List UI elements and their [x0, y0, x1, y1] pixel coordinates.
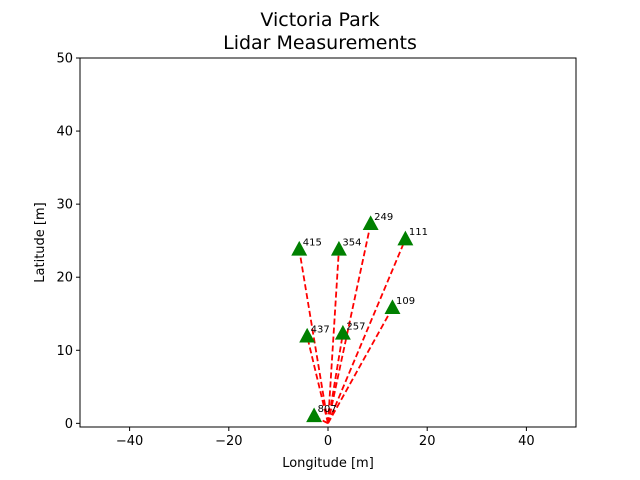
data-label-437: 437 — [311, 324, 330, 335]
data-label-415: 415 — [303, 237, 322, 248]
ray-415 — [298, 249, 329, 424]
y-axis-ticks: 0 10 20 30 40 50 — [56, 52, 80, 432]
y-axis-label: Latitude [m] — [33, 202, 48, 282]
x-tick-label: −20 — [215, 434, 242, 449]
ray-437 — [306, 336, 329, 424]
plot-area: 415 354 249 111 109 437 257 807 — [291, 212, 428, 425]
y-tick-label: 40 — [56, 125, 73, 140]
marker-415 — [291, 240, 308, 256]
data-label-354: 354 — [342, 237, 361, 248]
x-tick-label: 0 — [324, 434, 332, 449]
x-axis-ticks: −40 −20 0 20 40 — [116, 427, 535, 449]
ray-354 — [327, 249, 340, 424]
y-tick-label: 30 — [56, 198, 73, 213]
marker-354 — [330, 240, 347, 256]
data-label-807: 807 — [318, 404, 337, 415]
marker-111 — [397, 230, 414, 246]
data-label-257: 257 — [346, 321, 365, 332]
x-tick-label: 40 — [518, 434, 535, 449]
x-tick-label: 20 — [419, 434, 436, 449]
chart-title-line-1: Victoria Park — [260, 9, 379, 31]
y-tick-label: 0 — [65, 417, 73, 432]
x-axis-label: Longitude [m] — [282, 456, 374, 471]
marker-257 — [334, 324, 351, 340]
data-label-111: 111 — [409, 227, 428, 238]
y-tick-label: 50 — [56, 52, 73, 67]
ray-109 — [327, 307, 394, 424]
data-label-249: 249 — [374, 212, 393, 223]
y-tick-label: 10 — [56, 344, 73, 359]
plot-frame — [79, 57, 577, 428]
ray-111 — [327, 238, 407, 424]
ray-249 — [327, 223, 372, 424]
marker-249 — [362, 215, 379, 230]
marker-807 — [306, 407, 323, 423]
chart-title-line-2: Lidar Measurements — [223, 32, 417, 54]
ray-257 — [327, 333, 344, 424]
marker-437 — [299, 327, 316, 343]
data-label-109: 109 — [396, 296, 415, 307]
y-tick-label: 20 — [56, 271, 73, 286]
marker-109 — [384, 299, 401, 315]
x-tick-label: −40 — [116, 434, 143, 449]
